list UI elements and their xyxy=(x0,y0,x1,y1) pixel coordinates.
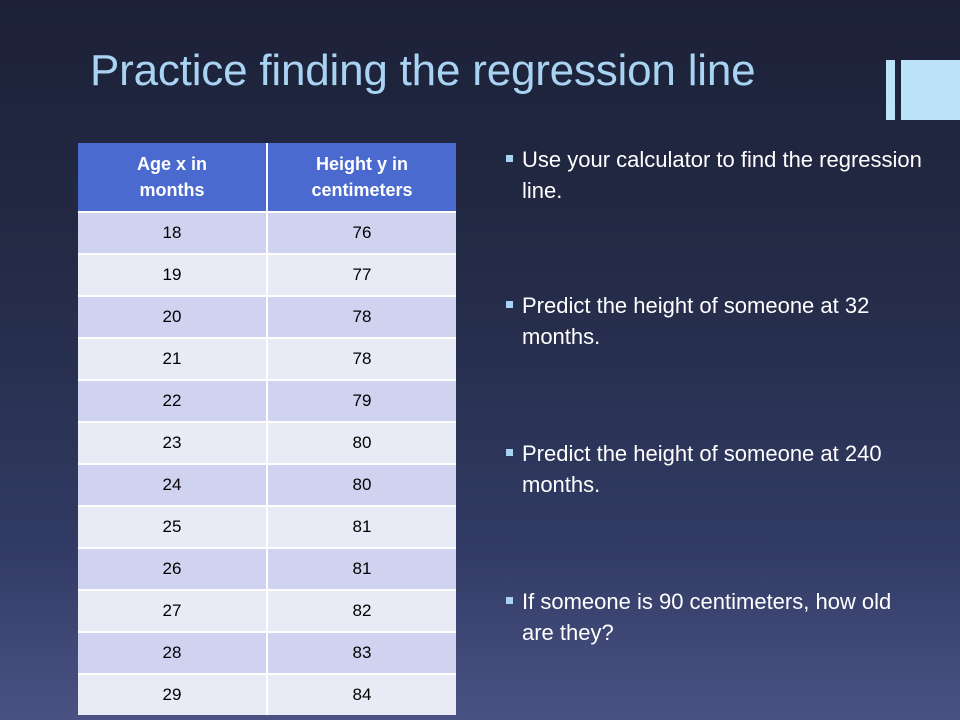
height-cell: 76 xyxy=(267,211,456,254)
height-cell: 78 xyxy=(267,295,456,338)
table-row: 27 82 xyxy=(78,589,456,632)
bullet-text: Predict the height of someone at 240 mon… xyxy=(522,441,882,497)
age-cell: 25 xyxy=(78,505,268,548)
square-bullet-icon xyxy=(506,597,513,604)
height-cell: 77 xyxy=(267,253,456,296)
header-height-line2: centimeters xyxy=(311,180,413,200)
decorative-square xyxy=(901,60,960,120)
age-cell: 18 xyxy=(78,211,268,254)
height-cell: 84 xyxy=(267,673,456,715)
bullet-item: Use your calculator to find the regressi… xyxy=(506,144,926,206)
table-row: 25 81 xyxy=(78,505,456,548)
square-bullet-icon xyxy=(506,449,513,456)
table-row: 19 77 xyxy=(78,253,456,296)
square-bullet-icon xyxy=(506,155,513,162)
age-cell: 29 xyxy=(78,673,268,715)
bullet-item: If someone is 90 centimeters, how old ar… xyxy=(506,586,926,648)
bullet-item: Predict the height of someone at 240 mon… xyxy=(506,438,926,500)
bullet-text: Use your calculator to find the regressi… xyxy=(522,147,922,203)
decorative-bar xyxy=(886,60,895,120)
age-cell: 23 xyxy=(78,421,268,464)
height-cell: 80 xyxy=(267,463,456,506)
height-cell: 79 xyxy=(267,379,456,422)
age-cell: 27 xyxy=(78,589,268,632)
table-row: 26 81 xyxy=(78,547,456,590)
slide-title: Practice finding the regression line xyxy=(90,46,756,95)
header-age: Age x in months xyxy=(78,143,268,212)
height-cell: 82 xyxy=(267,589,456,632)
table-row: 23 80 xyxy=(78,421,456,464)
table-row: 24 80 xyxy=(78,463,456,506)
header-height: Height y in centimeters xyxy=(267,143,456,212)
header-age-line1: Age x in xyxy=(136,154,207,174)
table-row: 21 78 xyxy=(78,337,456,380)
table-row: 22 79 xyxy=(78,379,456,422)
age-cell: 22 xyxy=(78,379,268,422)
data-table: Age x in months Height y in centimeters … xyxy=(78,143,456,715)
age-cell: 24 xyxy=(78,463,268,506)
age-cell: 19 xyxy=(78,253,268,296)
height-cell: 81 xyxy=(267,547,456,590)
age-cell: 26 xyxy=(78,547,268,590)
height-cell: 80 xyxy=(267,421,456,464)
bullet-text: If someone is 90 centimeters, how old ar… xyxy=(522,589,892,645)
square-bullet-icon xyxy=(506,301,513,308)
bullet-text: Predict the height of someone at 32 mont… xyxy=(522,293,870,349)
table-row: 18 76 xyxy=(78,211,456,254)
table-row: 29 84 xyxy=(78,673,456,715)
height-cell: 81 xyxy=(267,505,456,548)
bullet-item: Predict the height of someone at 32 mont… xyxy=(506,290,926,352)
height-cell: 83 xyxy=(267,631,456,674)
header-height-line1: Height y in xyxy=(315,154,408,174)
age-cell: 20 xyxy=(78,295,268,338)
table-row: 20 78 xyxy=(78,295,456,338)
age-cell: 28 xyxy=(78,631,268,674)
height-cell: 78 xyxy=(267,337,456,380)
table-row: 28 83 xyxy=(78,631,456,674)
age-cell: 21 xyxy=(78,337,268,380)
header-age-line2: months xyxy=(139,180,205,200)
table-header-row: Age x in months Height y in centimeters xyxy=(78,143,456,212)
